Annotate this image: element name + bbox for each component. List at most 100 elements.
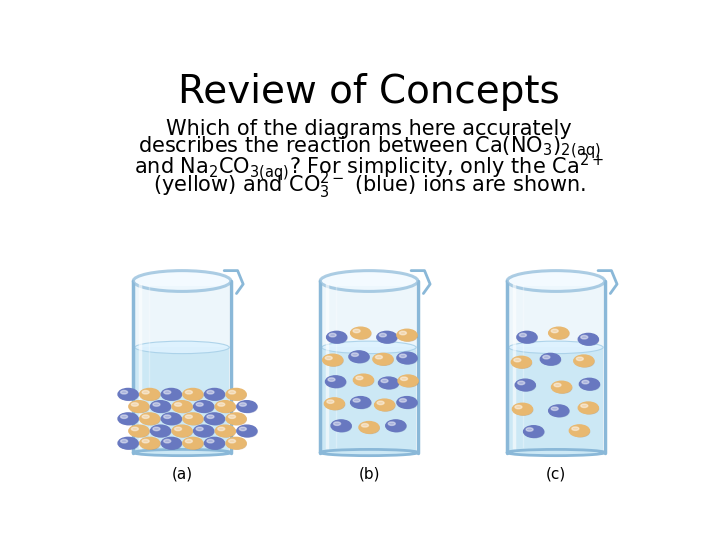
Ellipse shape — [163, 440, 171, 443]
Text: and Na$_2$CO$_{3\mathregular{(aq)}}$? For simplicity, only the Ca$^{2+}$: and Na$_2$CO$_{3\mathregular{(aq)}}$? Fo… — [134, 151, 604, 183]
Ellipse shape — [397, 396, 417, 408]
Ellipse shape — [526, 428, 533, 431]
Ellipse shape — [515, 406, 522, 409]
Ellipse shape — [228, 414, 246, 425]
Ellipse shape — [194, 425, 214, 437]
Ellipse shape — [207, 390, 214, 394]
Ellipse shape — [142, 390, 160, 400]
Ellipse shape — [163, 415, 171, 419]
Ellipse shape — [327, 400, 334, 403]
Ellipse shape — [185, 390, 192, 394]
Ellipse shape — [183, 388, 203, 400]
Ellipse shape — [328, 377, 346, 388]
Ellipse shape — [131, 403, 138, 406]
Ellipse shape — [239, 427, 257, 437]
Ellipse shape — [519, 333, 537, 343]
Ellipse shape — [239, 403, 246, 406]
Ellipse shape — [375, 355, 393, 365]
Ellipse shape — [580, 403, 598, 414]
Ellipse shape — [574, 355, 594, 367]
Ellipse shape — [135, 341, 229, 354]
Ellipse shape — [353, 398, 371, 409]
Ellipse shape — [523, 426, 544, 437]
Ellipse shape — [207, 415, 214, 419]
Ellipse shape — [580, 379, 600, 390]
Ellipse shape — [331, 420, 351, 431]
Ellipse shape — [356, 376, 374, 386]
Ellipse shape — [578, 333, 598, 345]
Ellipse shape — [377, 332, 397, 343]
Ellipse shape — [228, 439, 246, 449]
Ellipse shape — [153, 403, 160, 406]
Ellipse shape — [207, 390, 225, 400]
Ellipse shape — [207, 440, 214, 443]
Ellipse shape — [217, 427, 225, 431]
Ellipse shape — [120, 414, 138, 425]
Ellipse shape — [129, 425, 149, 437]
Ellipse shape — [581, 404, 588, 408]
Polygon shape — [322, 347, 416, 453]
Ellipse shape — [204, 388, 225, 400]
Ellipse shape — [226, 413, 246, 424]
Ellipse shape — [400, 331, 407, 335]
Ellipse shape — [163, 390, 171, 394]
Ellipse shape — [327, 399, 345, 410]
Ellipse shape — [135, 449, 229, 456]
Ellipse shape — [516, 379, 535, 391]
Ellipse shape — [194, 401, 214, 413]
Ellipse shape — [552, 381, 572, 393]
Ellipse shape — [549, 405, 569, 416]
Ellipse shape — [509, 341, 603, 354]
Ellipse shape — [373, 353, 393, 365]
Ellipse shape — [163, 414, 181, 425]
Ellipse shape — [142, 415, 149, 419]
Ellipse shape — [359, 422, 379, 433]
Ellipse shape — [576, 356, 594, 367]
Ellipse shape — [351, 353, 359, 356]
Ellipse shape — [377, 401, 384, 404]
Polygon shape — [509, 286, 603, 347]
Ellipse shape — [239, 427, 246, 431]
Ellipse shape — [515, 404, 533, 415]
Text: (b): (b) — [359, 466, 379, 481]
Text: (yellow) and CO$_3^{2-}$ (blue) ions are shown.: (yellow) and CO$_3^{2-}$ (blue) ions are… — [153, 170, 585, 201]
Ellipse shape — [185, 415, 192, 419]
Ellipse shape — [551, 407, 569, 417]
Ellipse shape — [323, 354, 343, 366]
Ellipse shape — [133, 271, 231, 292]
Ellipse shape — [228, 415, 235, 419]
Ellipse shape — [129, 401, 149, 413]
Ellipse shape — [551, 329, 569, 339]
Polygon shape — [135, 286, 229, 347]
Ellipse shape — [120, 415, 127, 419]
Ellipse shape — [172, 401, 192, 413]
Ellipse shape — [554, 383, 572, 393]
Ellipse shape — [333, 422, 341, 426]
Ellipse shape — [552, 407, 558, 410]
Ellipse shape — [570, 425, 590, 436]
Ellipse shape — [361, 423, 369, 427]
Ellipse shape — [161, 388, 181, 400]
Ellipse shape — [142, 439, 160, 449]
Ellipse shape — [174, 402, 192, 413]
Ellipse shape — [511, 356, 531, 368]
Text: (c): (c) — [546, 466, 566, 481]
Ellipse shape — [379, 333, 387, 337]
Ellipse shape — [118, 413, 138, 424]
Ellipse shape — [237, 401, 257, 413]
Text: Review of Concepts: Review of Concepts — [178, 73, 560, 111]
Ellipse shape — [353, 399, 360, 402]
Ellipse shape — [361, 423, 379, 434]
Ellipse shape — [120, 390, 138, 400]
Ellipse shape — [329, 333, 336, 337]
Ellipse shape — [320, 271, 418, 292]
Polygon shape — [135, 347, 229, 453]
Ellipse shape — [388, 422, 395, 426]
Ellipse shape — [118, 388, 138, 400]
Ellipse shape — [207, 439, 225, 449]
Ellipse shape — [576, 357, 583, 361]
Ellipse shape — [142, 390, 149, 394]
Ellipse shape — [161, 413, 181, 424]
Ellipse shape — [582, 380, 589, 384]
Ellipse shape — [507, 271, 605, 292]
